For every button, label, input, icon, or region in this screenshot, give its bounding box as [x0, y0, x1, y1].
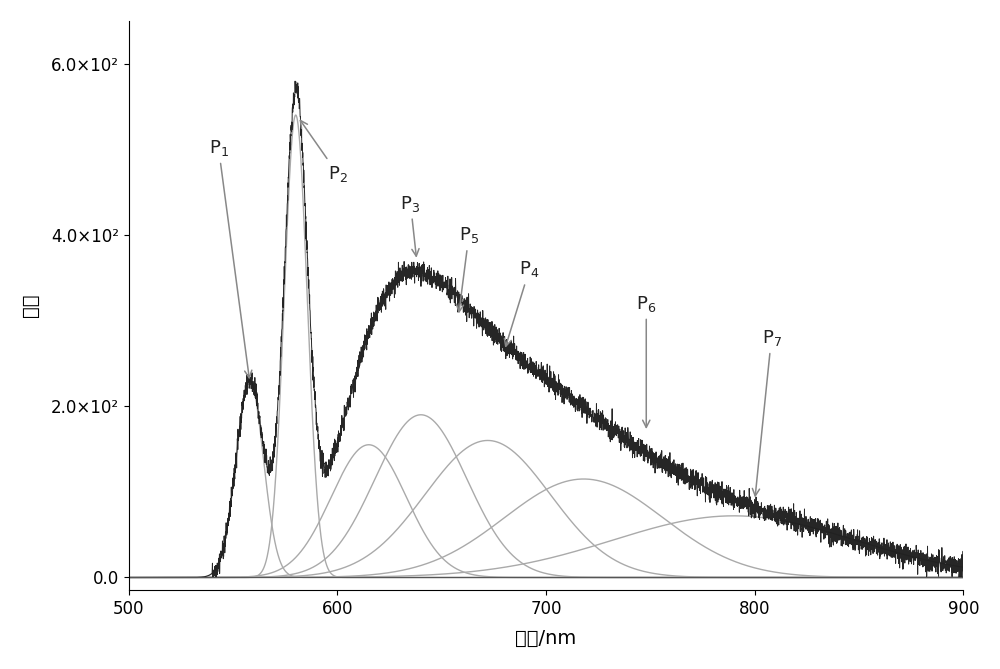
Text: P$_4$: P$_4$: [504, 260, 540, 347]
Y-axis label: 峰强: 峰强: [21, 294, 40, 317]
Text: P$_6$: P$_6$: [636, 294, 656, 427]
Text: P$_2$: P$_2$: [300, 120, 347, 183]
Text: P$_1$: P$_1$: [209, 138, 252, 378]
Text: P$_5$: P$_5$: [456, 225, 479, 312]
Text: P$_3$: P$_3$: [400, 193, 420, 256]
X-axis label: 波长/nm: 波长/nm: [515, 629, 577, 648]
Text: P$_7$: P$_7$: [752, 328, 781, 496]
